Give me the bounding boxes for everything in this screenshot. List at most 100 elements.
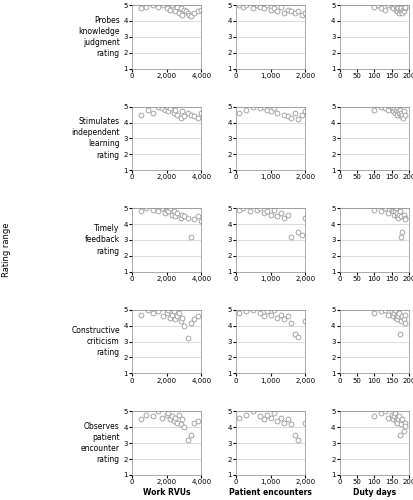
Point	[309, 320, 316, 328]
Point	[155, 308, 161, 316]
Point	[392, 1, 398, 9]
Point	[390, 108, 396, 116]
Point	[378, 308, 385, 316]
Point	[302, 108, 309, 116]
Point	[172, 212, 179, 220]
Point	[285, 112, 291, 120]
Point	[198, 6, 205, 14]
Point	[394, 414, 400, 422]
Point	[394, 316, 401, 324]
Point	[165, 409, 172, 417]
Point	[305, 112, 312, 120]
Point	[169, 310, 175, 318]
Point	[381, 204, 388, 212]
Point	[381, 6, 388, 14]
Point	[378, 409, 385, 417]
Point	[191, 418, 198, 426]
Point	[155, 408, 161, 416]
Point	[395, 214, 402, 222]
Point	[250, 4, 256, 12]
Point	[390, 312, 396, 320]
Point	[264, 308, 271, 316]
Point	[174, 418, 180, 426]
Point	[397, 8, 404, 16]
Point	[400, 8, 407, 16]
Point	[385, 414, 392, 422]
Point	[388, 410, 395, 418]
Point	[162, 209, 169, 217]
Point	[198, 109, 205, 117]
Point	[396, 330, 403, 338]
Point	[398, 317, 405, 325]
Point	[278, 310, 284, 318]
Point	[260, 209, 267, 217]
Point	[398, 212, 405, 220]
Point	[309, 422, 316, 430]
Point	[281, 418, 288, 426]
Point	[401, 110, 408, 118]
Point	[188, 432, 194, 440]
Point	[396, 109, 403, 117]
Point	[186, 10, 192, 18]
Point	[397, 417, 404, 425]
Point	[254, 206, 260, 214]
Point	[267, 210, 274, 218]
Point	[378, 208, 385, 216]
Point	[381, 306, 388, 314]
Point	[184, 334, 191, 342]
Point	[390, 4, 396, 12]
Point	[274, 8, 281, 16]
Point	[394, 310, 400, 318]
Point	[179, 314, 185, 322]
Point	[394, 8, 401, 16]
Point	[236, 206, 243, 214]
Point	[150, 309, 156, 317]
Point	[402, 2, 409, 10]
Point	[397, 233, 404, 241]
Point	[395, 312, 402, 320]
Point	[164, 309, 170, 317]
Point	[392, 208, 398, 216]
Point	[191, 9, 198, 17]
Point	[298, 10, 305, 18]
Point	[295, 333, 301, 341]
X-axis label: Duty days: Duty days	[353, 488, 396, 497]
Point	[385, 106, 392, 114]
Point	[172, 8, 179, 16]
Point	[179, 10, 185, 18]
Point	[195, 114, 201, 122]
Point	[195, 312, 201, 320]
Point	[375, 1, 381, 9]
Point	[155, 2, 161, 10]
Point	[392, 106, 399, 114]
Point	[285, 416, 291, 424]
Point	[164, 206, 170, 214]
Point	[399, 114, 406, 122]
Point	[243, 1, 249, 9]
Point	[396, 210, 403, 218]
Point	[302, 317, 309, 325]
Point	[394, 418, 401, 426]
Point	[274, 314, 281, 322]
Point	[260, 416, 267, 424]
Point	[271, 206, 277, 214]
Point	[165, 108, 172, 116]
Point	[155, 102, 161, 110]
Point	[164, 410, 170, 418]
Point	[390, 416, 396, 424]
Point	[198, 217, 205, 225]
Point	[174, 110, 180, 118]
Text: Observes
patient
encounter
rating: Observes patient encounter rating	[81, 422, 120, 465]
Point	[402, 310, 409, 318]
Point	[167, 6, 173, 14]
Point	[392, 409, 398, 417]
Point	[174, 209, 180, 217]
Point	[288, 114, 294, 122]
Point	[267, 108, 274, 116]
Point	[179, 108, 185, 116]
Point	[381, 408, 388, 416]
Point	[397, 112, 404, 120]
X-axis label: Work RVUs: Work RVUs	[143, 488, 190, 497]
Point	[243, 106, 249, 114]
Point	[396, 9, 403, 17]
